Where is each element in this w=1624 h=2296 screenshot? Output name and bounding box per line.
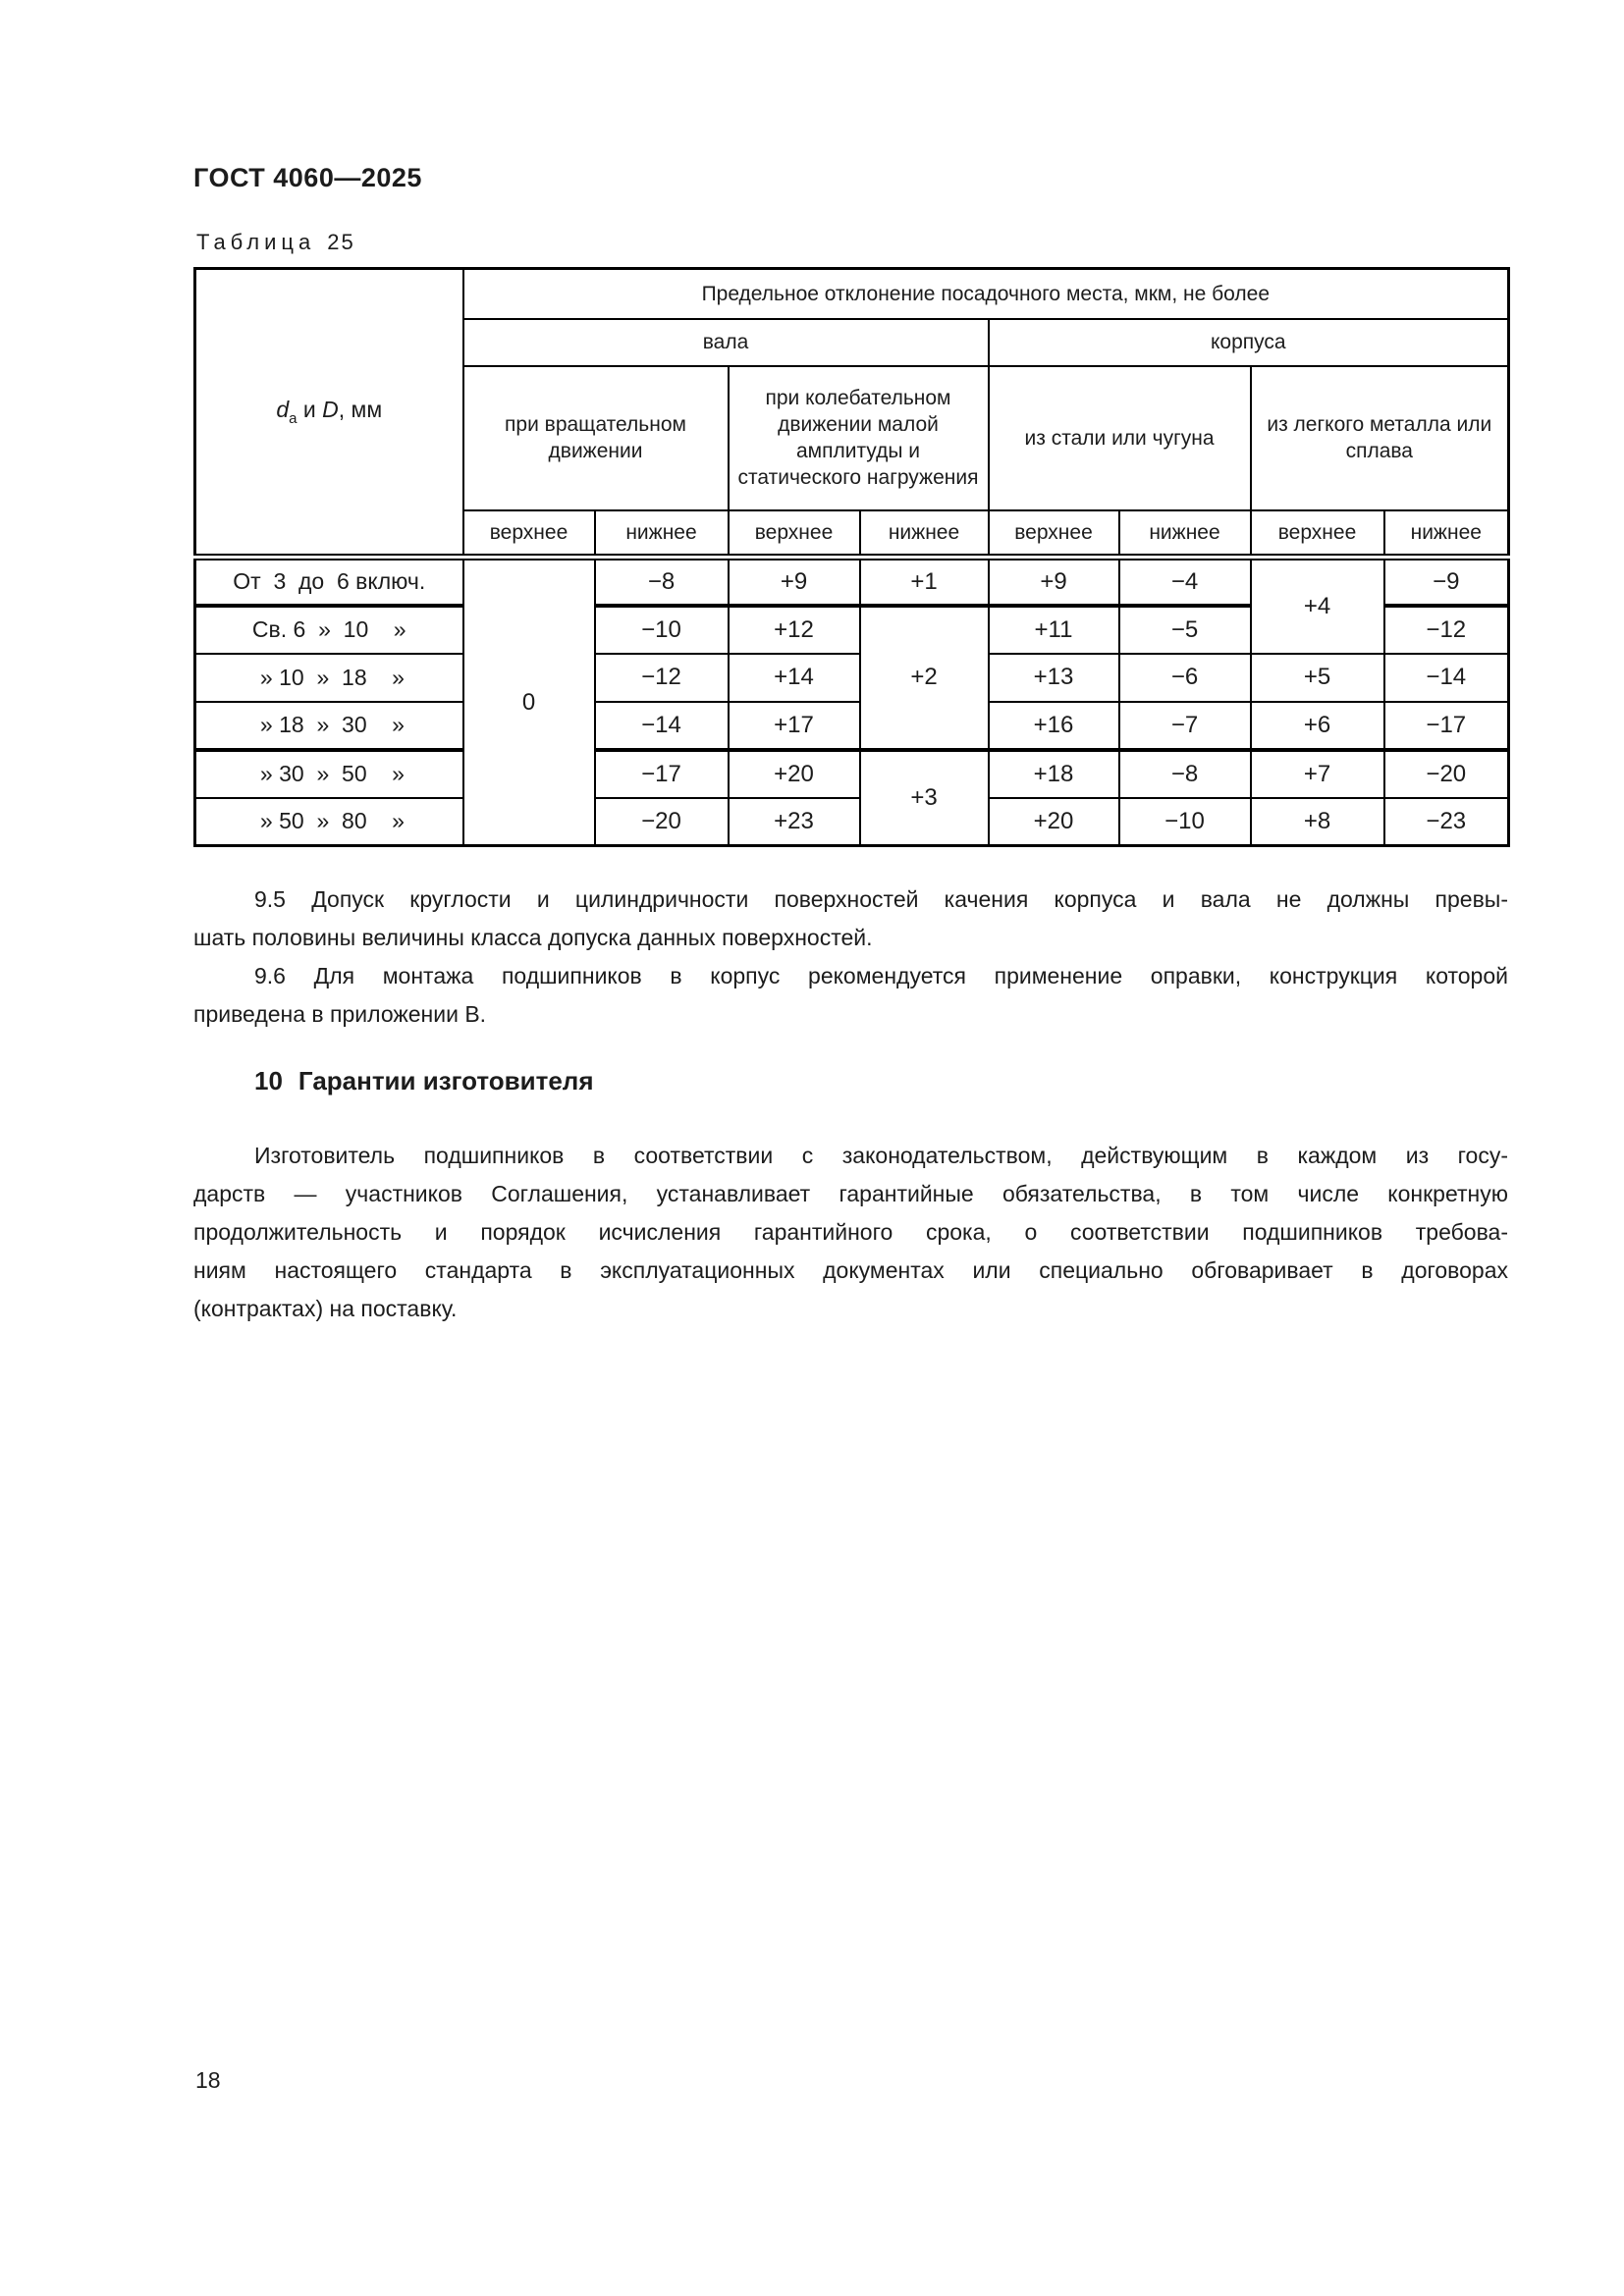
section-title: Гарантии изготовителя [298, 1066, 594, 1095]
corner-d-sub: а [289, 410, 298, 427]
table-row: » 10 » 18 » −12 +14 +13 −6 +5 −14 [193, 652, 1510, 703]
paragraph-10: Изготовитель подшипников в соответствии … [193, 1137, 1508, 1328]
subheader-steel: из стали или чугуна [987, 364, 1252, 511]
value-cell: −14 [1382, 652, 1510, 703]
value-cell: +17 [727, 700, 861, 752]
paragraph-9-5: 9.5 Допуск круглости и цилиндричности по… [193, 881, 1508, 957]
paragraph-line: Изготовитель подшипников в соответствии … [254, 1143, 1508, 1168]
value-cell: −4 [1117, 556, 1252, 608]
value-cell: +13 [987, 652, 1120, 703]
value-cell: −20 [593, 796, 730, 847]
value-cell: −12 [1382, 604, 1510, 655]
value-cell: 0 [461, 556, 596, 847]
subheader-light-metal: из легкого металла или сплава [1249, 364, 1510, 511]
paragraph-9-6: 9.6 Для монтажа подшипников в корпус рек… [193, 957, 1508, 1034]
value-cell: +23 [727, 796, 861, 847]
value-cell: +4 [1249, 556, 1385, 655]
subheader-rotational: при вращательном движении [461, 364, 730, 511]
limit-lower: нижнее [1117, 508, 1252, 561]
page-number: 18 [195, 2067, 221, 2093]
value-cell: −9 [1382, 556, 1510, 608]
value-cell: +1 [858, 556, 990, 608]
group-housing: корпуса [987, 317, 1510, 367]
value-cell: +8 [1249, 796, 1385, 847]
table-top-header: Предельное отклонение посадочного места,… [461, 267, 1510, 320]
paragraph-line: продолжительность и порядок исчисления г… [193, 1219, 1508, 1245]
value-cell: +2 [858, 604, 990, 752]
value-cell: +6 [1249, 700, 1385, 752]
value-cell: +9 [727, 556, 861, 608]
value-cell: +9 [987, 556, 1120, 608]
limit-upper: верхнее [461, 508, 596, 561]
limit-lower: нижнее [1382, 508, 1510, 561]
value-cell: +20 [987, 796, 1120, 847]
value-cell: −23 [1382, 796, 1510, 847]
section-number: 10 [254, 1066, 283, 1095]
table-caption-number: 25 [327, 230, 355, 254]
table-caption-label: Таблица [196, 230, 316, 254]
value-cell: −12 [593, 652, 730, 703]
value-cell: +20 [727, 748, 861, 799]
table-row: » 18 » 30 » −14 +17 +16 −7 +6 −17 [193, 700, 1510, 752]
table-row: » 50 » 80 » −20 +23 +20 −10 +8 −23 [193, 796, 1510, 847]
range-cell: » 10 » 18 » [193, 652, 464, 703]
table-row: » 30 » 50 » −17 +20 +3 +18 −8 +7 −20 [193, 748, 1510, 847]
limit-lower: нижнее [858, 508, 990, 561]
value-cell: +12 [727, 604, 861, 655]
paragraph-line: 9.5 Допуск круглости и цилиндричности по… [254, 886, 1508, 912]
limit-upper: верхнее [1249, 508, 1385, 561]
value-cell: −6 [1117, 652, 1252, 703]
range-cell: » 30 » 50 » [193, 748, 464, 799]
section-10-heading: 10 Гарантии изготовителя [254, 1066, 594, 1096]
value-cell: +16 [987, 700, 1120, 752]
subheader-oscillating: при колебательном движении малой амплиту… [727, 364, 990, 511]
value-cell: −10 [1117, 796, 1252, 847]
range-cell: » 18 » 30 » [193, 700, 464, 752]
corner-unit: , мм [338, 397, 383, 422]
paragraph-line: приведена в приложении В. [193, 1001, 487, 1027]
table-corner-header: dа и D, мм [193, 267, 464, 561]
value-cell: +14 [727, 652, 861, 703]
paragraph-line: 9.6 Для монтажа подшипников в корпус рек… [254, 963, 1508, 988]
value-cell: −8 [1117, 748, 1252, 799]
range-cell: » 50 » 80 » [193, 796, 464, 847]
value-cell: −8 [593, 556, 730, 608]
value-cell: +18 [987, 748, 1120, 799]
standard-code: ГОСТ 4060—2025 [193, 163, 422, 192]
value-cell: +7 [1249, 748, 1385, 799]
range-cell: От 3 до 6 включ. [193, 556, 464, 608]
paragraph-line: ниям настоящего стандарта в эксплуатацио… [193, 1257, 1508, 1283]
limit-upper: верхнее [987, 508, 1120, 561]
table-row: Св. 6 » 10 » −10 +12 +2 +11 −5 −12 [193, 604, 1510, 752]
value-cell: −10 [593, 604, 730, 655]
paragraph-line: (контрактах) на поставку. [193, 1296, 458, 1321]
corner-D: D [322, 397, 339, 422]
corner-d: d [276, 397, 290, 422]
table-row: От 3 до 6 включ. 0 −8 +9 +1 +9 −4 +4 −9 [193, 556, 1510, 847]
value-cell: −14 [593, 700, 730, 752]
value-cell: −7 [1117, 700, 1252, 752]
value-cell: +3 [858, 748, 990, 847]
group-shaft: вала [461, 317, 990, 367]
value-cell: −17 [1382, 700, 1510, 752]
paragraph-line: дарств — участников Соглашения, устанавл… [193, 1181, 1508, 1206]
range-cell: Св. 6 » 10 » [193, 604, 464, 655]
value-cell: +11 [987, 604, 1120, 655]
paragraph-line: шать половины величины класса допуска да… [193, 925, 873, 950]
limit-lower: нижнее [593, 508, 730, 561]
tolerance-table: dа и D, мм Предельное отклонение посадоч… [193, 267, 1511, 847]
corner-conj: и [297, 397, 323, 422]
limit-upper: верхнее [727, 508, 861, 561]
table-caption: Таблица 25 [196, 230, 355, 255]
value-cell: −20 [1382, 748, 1510, 799]
value-cell: −17 [593, 748, 730, 799]
value-cell: −5 [1117, 604, 1252, 655]
value-cell: +5 [1249, 652, 1385, 703]
